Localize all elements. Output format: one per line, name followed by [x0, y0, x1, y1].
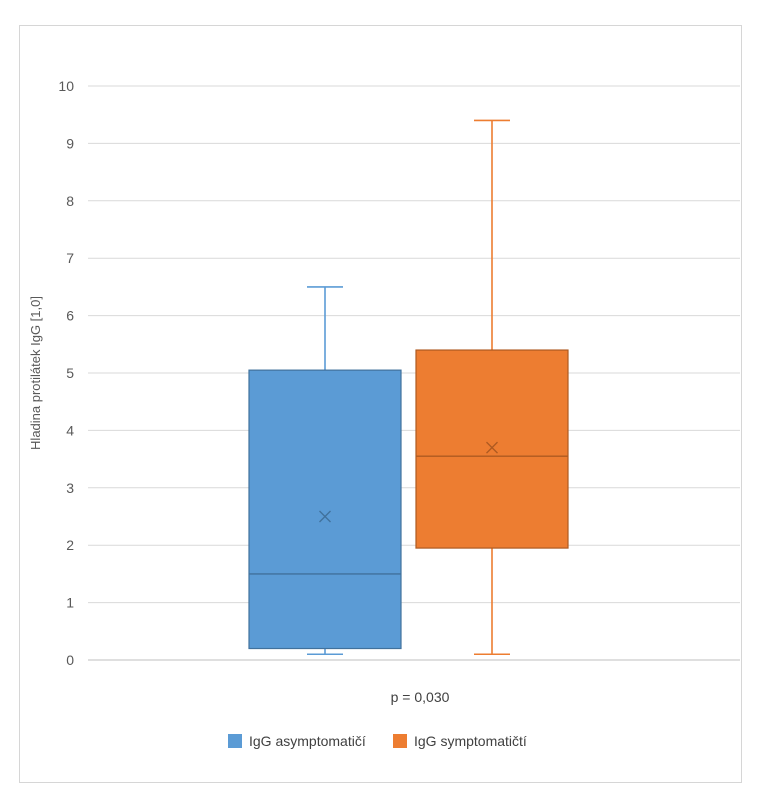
y-tick-label: 2 — [66, 537, 74, 553]
y-axis-ticks: 0 1 2 3 4 5 6 7 8 9 10 — [58, 78, 74, 668]
box-series — [248, 119, 569, 656]
box-group — [415, 119, 569, 656]
legend-swatch — [228, 734, 242, 748]
y-tick-label: 7 — [66, 250, 74, 266]
y-axis-title: Hladina protilátek IgG [1,0] — [28, 296, 43, 450]
y-tick-label: 5 — [66, 365, 74, 381]
mean-marker — [486, 441, 498, 454]
y-tick-label: 0 — [66, 652, 74, 668]
y-tick-label: 4 — [66, 422, 74, 438]
box-iqr — [415, 349, 569, 549]
y-tick-label: 10 — [58, 78, 74, 94]
p-value-annotation: p = 0,030 — [391, 689, 450, 705]
mean-marker — [319, 510, 331, 523]
y-tick-label: 3 — [66, 480, 74, 496]
gridlines — [88, 85, 740, 661]
y-tick-label: 9 — [66, 135, 74, 151]
y-tick-label: 6 — [66, 308, 74, 324]
legend-label: IgG asymptomatičí — [249, 733, 366, 749]
legend-label: IgG symptomatičtí — [414, 733, 527, 749]
y-tick-label: 8 — [66, 193, 74, 209]
legend: IgG asymptomatičí IgG symptomatičtí — [228, 733, 527, 749]
legend-swatch — [393, 734, 407, 748]
box-group — [248, 286, 402, 656]
box-iqr — [248, 369, 402, 650]
y-tick-label: 1 — [66, 595, 74, 611]
